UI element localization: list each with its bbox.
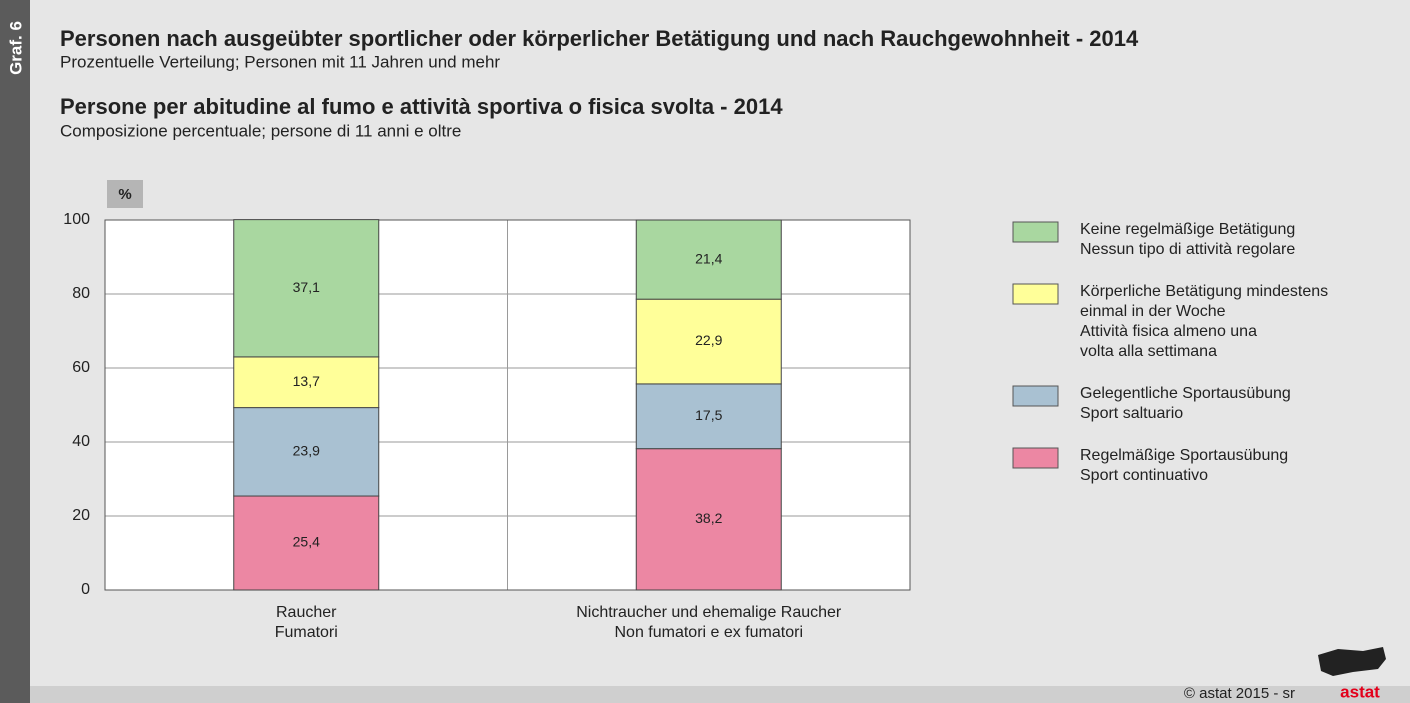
data-label: 17,5 (695, 407, 722, 423)
data-label: 37,1 (293, 279, 320, 295)
x-tick-label: Nichtraucher und ehemalige Raucher (576, 604, 842, 621)
bar-segment (635, 219, 782, 300)
legend-label: Regelmäßige Sportausübung (1080, 447, 1288, 464)
logo-map (1318, 647, 1386, 676)
unit-box (107, 180, 143, 208)
y-tick-label: 60 (72, 359, 90, 376)
y-tick-label: 20 (72, 507, 90, 524)
logo-text: astat (1340, 682, 1380, 701)
legend-swatch (1012, 221, 1059, 243)
plot-frame (104, 219, 911, 591)
bar-segment (233, 219, 380, 358)
legend-label: Gelegentliche Sportausübung (1080, 385, 1291, 402)
legend-label: volta alla settimana (1080, 343, 1217, 360)
legend-label: Keine regelmäßige Betätigung (1080, 221, 1295, 238)
x-tick-label: Fumatori (275, 624, 338, 641)
legend-label: Körperliche Betätigung mindestens (1080, 283, 1328, 300)
legend-label: Sport continuativo (1080, 467, 1208, 484)
chart-title: Personen nach ausgeübter sportlicher ode… (60, 26, 1139, 51)
source: © astat 2015 - sr (1184, 685, 1295, 702)
chart-subtitle: Composizione percentuale; persone di 11 … (60, 121, 461, 140)
x-tick-label: Non fumatori e ex fumatori (614, 624, 803, 641)
legend-swatch (1012, 283, 1059, 305)
legend-swatch (1012, 447, 1059, 469)
legend-label: einmal in der Woche (1080, 303, 1226, 320)
legend-label: Attività fisica almeno una (1080, 323, 1257, 340)
logo (1318, 647, 1386, 676)
chart-title: Persone per abitudine al fumo e attività… (60, 94, 783, 119)
x-tick-label: Raucher (276, 604, 337, 621)
legend-label: Nessun tipo di attività regolare (1080, 241, 1295, 258)
data-label: 13,7 (293, 373, 320, 389)
data-label: 21,4 (695, 250, 722, 266)
data-label: 23,9 (293, 443, 320, 459)
data-label: 38,2 (695, 510, 722, 526)
y-tick-label: 80 (72, 285, 90, 302)
legend-label: Sport saltuario (1080, 405, 1183, 422)
footer-strip (30, 686, 1410, 703)
y-tick-label: 100 (63, 211, 90, 228)
bar-segment (233, 356, 380, 409)
data-label: 25,4 (293, 534, 320, 550)
side-strip (0, 0, 30, 703)
legend-swatch (1012, 385, 1059, 407)
y-tick-label: 0 (81, 581, 90, 598)
bar-segment (635, 383, 782, 450)
chart-subtitle: Prozentuelle Verteilung; Personen mit 11… (60, 52, 500, 71)
unit-label: % (118, 186, 131, 203)
y-tick-label: 40 (72, 433, 90, 450)
figure-label: Graf. 6 (6, 21, 25, 75)
bar-segment (635, 448, 782, 591)
data-label: 22,9 (695, 332, 722, 348)
